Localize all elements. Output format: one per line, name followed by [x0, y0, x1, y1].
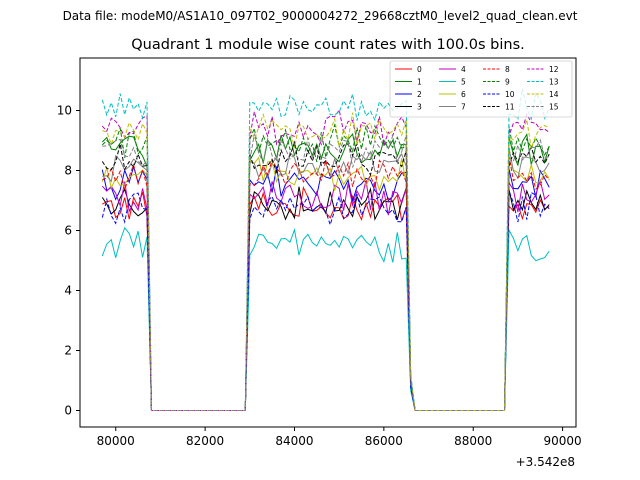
- y-tick-label: 10: [57, 104, 72, 118]
- x-axis: 80000 82000 84000 86000 88000 90000: [97, 427, 582, 448]
- y-axis: 0 2 4 6 8 10: [57, 104, 80, 418]
- x-tick-label: 82000: [186, 434, 224, 448]
- series-line-0: [102, 185, 550, 411]
- legend-label-10: 10: [505, 90, 515, 99]
- series-line-2: [101, 164, 550, 411]
- legend-label-2: 2: [417, 90, 422, 99]
- series-line-13: [101, 88, 550, 411]
- chart-suptitle: Data file: modeM0/AS1A10_097T02_90000042…: [63, 9, 578, 23]
- x-tick-label: 90000: [544, 434, 582, 448]
- series-line-11: [101, 140, 550, 411]
- series-line-10: [101, 190, 550, 411]
- y-tick-label: 6: [64, 224, 72, 238]
- legend-box: [389, 60, 573, 118]
- x-tick-label: 80000: [97, 434, 135, 448]
- series-line-4: [101, 178, 550, 411]
- y-tick-label: 8: [64, 164, 72, 178]
- x-tick-label: 84000: [275, 434, 313, 448]
- series-line-14: [102, 112, 550, 411]
- legend-label-14: 14: [549, 90, 559, 99]
- plot-frame: [79, 57, 577, 428]
- series-line-5: [101, 226, 550, 411]
- y-tick-label: 4: [64, 284, 72, 298]
- legend-label-12: 12: [549, 65, 559, 74]
- x-offset-label: +3.542e8: [516, 455, 575, 469]
- series-layer: [101, 88, 550, 411]
- y-tick-label: 0: [64, 404, 72, 418]
- legend-label-4: 4: [461, 65, 466, 74]
- series-line-7: [102, 147, 550, 411]
- legend-label-5: 5: [461, 78, 466, 87]
- legend-label-13: 13: [549, 78, 559, 87]
- x-tick-label: 86000: [365, 434, 403, 448]
- legend-label-15: 15: [549, 103, 559, 112]
- y-tick-label: 2: [64, 344, 72, 358]
- series-line-1: [101, 133, 550, 411]
- x-tick-label: 88000: [454, 434, 492, 448]
- series-line-15: [102, 133, 550, 411]
- series-line-8: [102, 156, 550, 411]
- legend-label-7: 7: [461, 103, 466, 112]
- series-line-6: [101, 156, 550, 411]
- legend-label-6: 6: [461, 90, 466, 99]
- legend-label-9: 9: [505, 78, 510, 87]
- legend-label-11: 11: [505, 103, 515, 112]
- legend-label-1: 1: [417, 78, 422, 87]
- series-line-3: [101, 186, 550, 411]
- legend-label-3: 3: [417, 103, 422, 112]
- chart-title: Quadrant 1 module wise count rates with …: [131, 37, 525, 53]
- series-line-12: [101, 108, 550, 411]
- legend-label-8: 8: [505, 65, 510, 74]
- legend-label-0: 0: [417, 65, 422, 74]
- series-line-9: [101, 123, 550, 411]
